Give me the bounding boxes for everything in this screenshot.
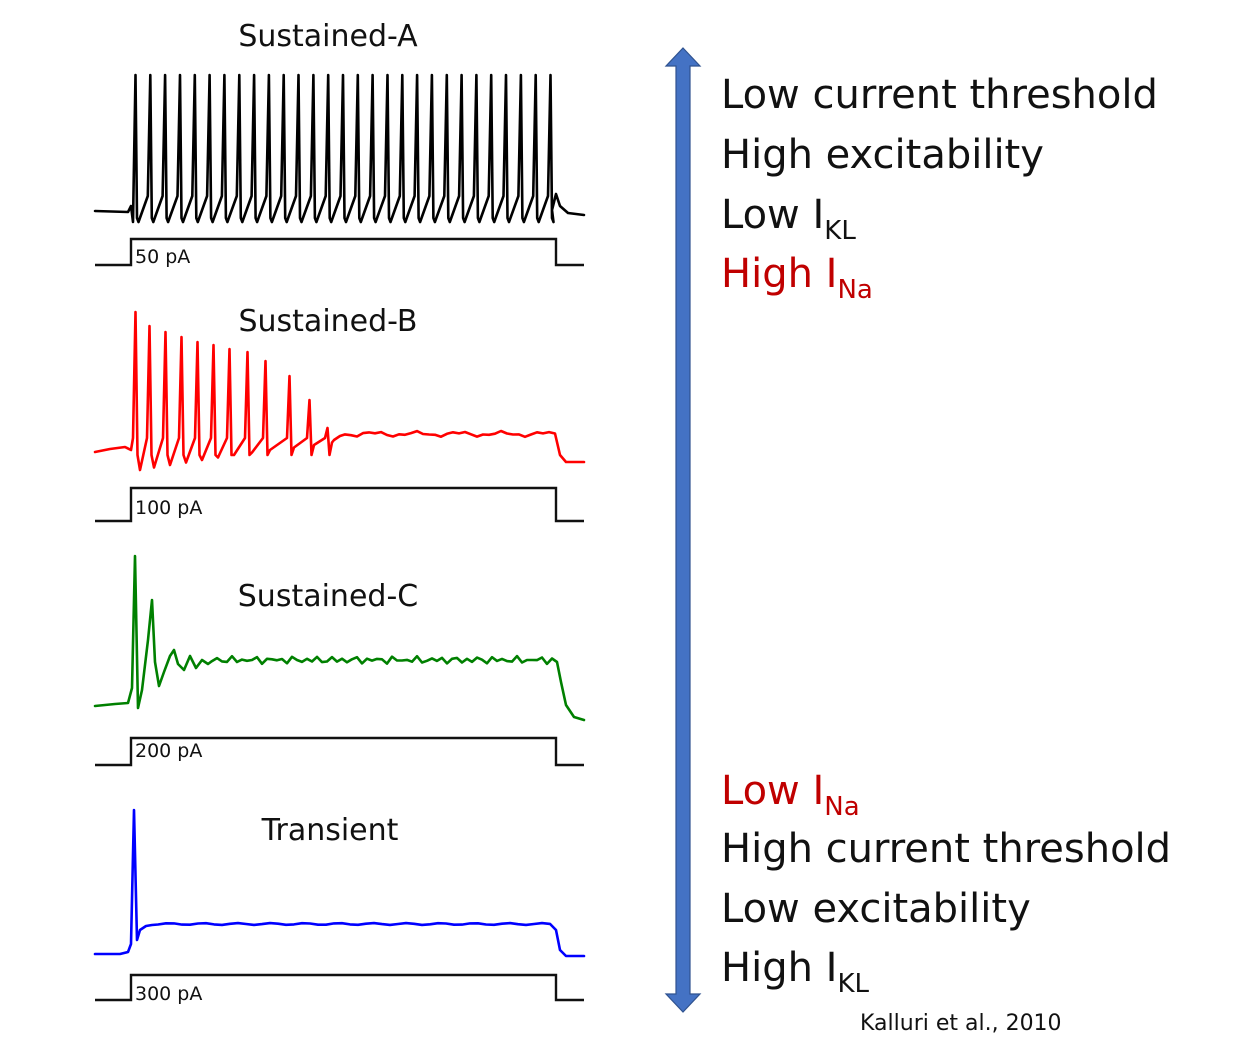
double-arrow-icon (664, 47, 702, 1013)
stimulus-step (95, 973, 584, 1002)
panel-title: Sustained-B (238, 304, 417, 339)
panel-title: Transient (261, 813, 399, 848)
panel-transient: Transient 300 pA (93, 808, 586, 1005)
property-label: Low IKL (721, 192, 856, 246)
property-label: High current threshold (721, 826, 1171, 872)
stimulus-label: 300 pA (135, 983, 202, 1005)
top-properties: Low current threshold High excitability … (721, 72, 1158, 305)
property-label: Low INa (721, 768, 860, 822)
voltage-trace (93, 310, 586, 472)
property-label: High INa (721, 251, 873, 305)
voltage-trace (93, 808, 586, 958)
panel-title: Sustained-C (238, 579, 418, 614)
citation: Kalluri et al., 2010 (860, 1011, 1062, 1036)
stimulus-label: 100 pA (135, 497, 202, 519)
voltage-trace (93, 73, 586, 224)
stimulus-step (95, 237, 584, 267)
gradient-arrow (664, 47, 702, 1013)
panel-sustained-b: Sustained-B 100 pA (93, 304, 586, 523)
stimulus-step (95, 736, 584, 767)
voltage-trace (93, 554, 586, 722)
stimulus-label: 200 pA (135, 740, 202, 762)
panel-sustained-a: Sustained-A 50 pA (93, 19, 586, 268)
stimulus-step (95, 486, 584, 523)
property-label: Low current threshold (721, 72, 1158, 118)
property-label: High excitability (721, 132, 1044, 178)
property-label: High IKL (721, 945, 870, 999)
stimulus-label: 50 pA (135, 246, 190, 268)
property-label: Low excitability (721, 886, 1031, 932)
panel-title: Sustained-A (238, 19, 418, 54)
panel-sustained-c: Sustained-C 200 pA (93, 554, 586, 767)
bottom-properties: Low INa High current threshold Low excit… (721, 768, 1171, 999)
